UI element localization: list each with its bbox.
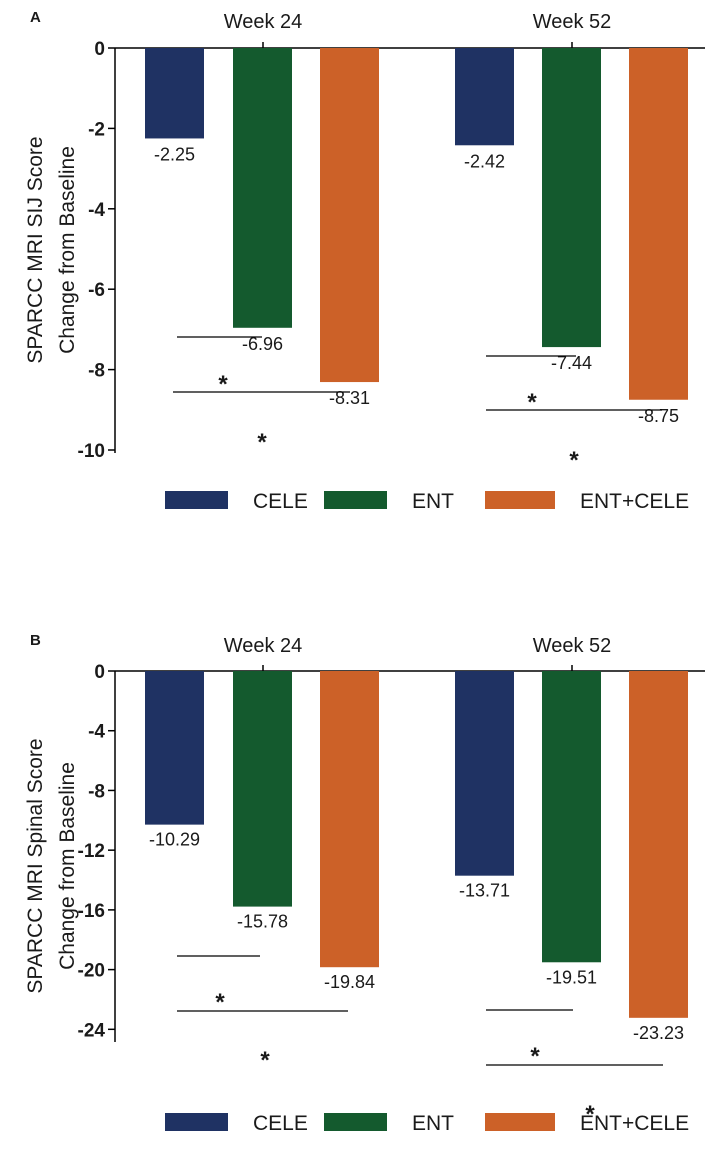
significance-star: * [215,989,225,1016]
y-tick-label: -4 [88,200,105,221]
significance-star: * [530,1043,540,1070]
data-label: -8.75 [638,406,679,426]
significance-star: * [260,1047,270,1074]
data-label: -23.23 [633,1023,684,1043]
bar-cele [145,671,204,825]
group-label: Week 52 [533,11,612,33]
legend-swatch [324,491,387,509]
bar-ent-cele [629,671,688,1018]
legend-label: ENT [412,1112,454,1135]
chart-panel-b: B 0 -4 -8 -12 -16 -20 -24 SPARCC MRI Spinal Scor… [24,632,705,1135]
bar-ent [542,671,601,963]
group-label: Week 24 [224,635,303,657]
y-tick-label: -12 [78,841,105,862]
bar-cele [145,48,204,139]
legend-swatch [165,491,228,509]
data-label: -19.51 [546,967,597,987]
bar-cele [455,671,514,876]
legend-swatch [324,1113,387,1131]
y-tick-label: -8 [88,361,105,382]
data-label: -19.84 [324,972,375,992]
y-tick-label: -16 [78,901,105,922]
legend-label: CELE [253,490,308,513]
panel-label: B [30,632,41,649]
data-label: -2.25 [154,144,195,164]
legend: CELE ENT ENT+CELE [165,490,689,513]
significance-star: * [585,1101,595,1128]
legend-label: CELE [253,1112,308,1135]
data-label: -6.96 [242,334,283,354]
y-tick-label: -6 [88,280,105,301]
legend-label: ENT+CELE [580,1112,689,1135]
group-label: Week 24 [224,11,303,33]
data-label: -15.78 [237,912,288,932]
data-label: -7.44 [551,353,592,373]
bar-ent-cele [629,48,688,400]
legend-label: ENT+CELE [580,490,689,513]
bar-ent [542,48,601,348]
significance-star: * [569,447,579,474]
bar-ent-cele [320,48,379,383]
y-tick-label: -4 [88,722,105,743]
bar-cele [455,48,514,146]
bar-ent [233,671,292,907]
chart-panel-a: A 0 -2 -4 -6 -8 -10 SPARCC MRI SIJ Score Change … [24,9,705,513]
significance-star: * [257,429,267,456]
y-tick-label: -2 [88,119,105,140]
data-label: -8.31 [329,388,370,408]
y-tick-label: -8 [88,781,105,802]
legend-label: ENT [412,490,454,513]
panel-label: A [30,9,41,26]
bar-ent [233,48,292,328]
legend: CELE ENT ENT+CELE [165,1112,689,1135]
y-tick-label: -24 [78,1020,106,1041]
y-axis-title: Change from Baseline [56,762,79,970]
y-axis-title: SPARCC MRI Spinal Score [24,738,47,993]
data-label: -13.71 [459,881,510,901]
y-tick-label: 0 [94,39,105,60]
y-tick-label: 0 [94,662,105,683]
legend-swatch [485,1113,555,1131]
legend-swatch [165,1113,228,1131]
significance-star: * [218,371,228,398]
legend-swatch [485,491,555,509]
bar-ent-cele [320,671,379,968]
y-tick-label: -20 [78,961,105,982]
group-label: Week 52 [533,635,612,657]
y-axis-title: SPARCC MRI SIJ Score [24,136,47,363]
y-axis-title: Change from Baseline [56,146,79,354]
significance-star: * [527,389,537,416]
data-label: -2.42 [464,151,505,171]
y-tick-label: -10 [78,441,105,462]
data-label: -10.29 [149,830,200,850]
